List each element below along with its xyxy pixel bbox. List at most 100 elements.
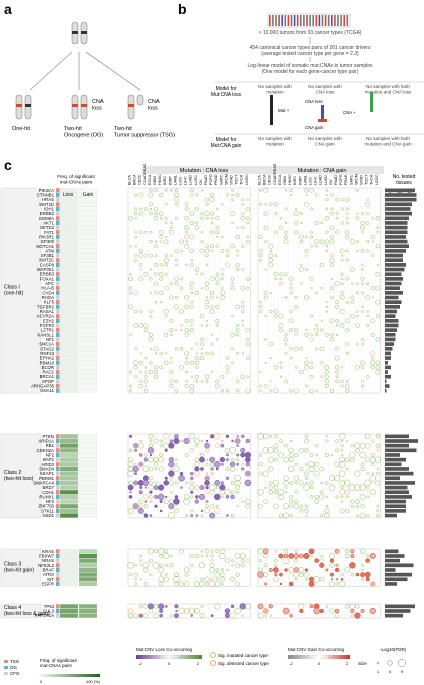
gain-freq-cell (78, 290, 98, 296)
gain-dot (269, 380, 272, 383)
gain-dot (258, 462, 263, 467)
cancer-type-label: KIRC (163, 176, 167, 185)
loss-dot (230, 458, 235, 462)
loss-dot (240, 452, 246, 458)
gain-dot (278, 513, 283, 518)
gain-dot (290, 282, 293, 285)
loss-dot (236, 226, 239, 229)
gain-dot (371, 356, 375, 360)
tissue-count-bar (385, 258, 403, 263)
cancer-type-label: SKCM (354, 174, 358, 185)
cancer-type-label: HNSC (158, 174, 162, 185)
loss-dot (210, 305, 214, 309)
loss-dot (220, 582, 224, 586)
tissue-count-bar (385, 249, 406, 253)
gain-dot (304, 295, 309, 300)
loss-dot (154, 188, 158, 193)
loss-dot (173, 498, 180, 505)
loss-freq-cell (59, 567, 79, 573)
gain-dot (364, 571, 371, 578)
gain-dot (350, 295, 355, 300)
gain-dot (335, 448, 339, 453)
loss-dot (200, 550, 204, 553)
gain-dot (325, 504, 329, 508)
gain-dot (294, 452, 299, 458)
gain-dot (259, 258, 263, 262)
loss-dot (139, 370, 143, 374)
loss-freq-cell (59, 253, 79, 258)
gain-dot (310, 287, 313, 290)
loss-freq-cell (59, 452, 79, 458)
tissue-count-bar (385, 346, 393, 351)
gain-dot (335, 333, 339, 336)
gain-freq-cell (78, 572, 98, 577)
loss-dot (211, 371, 214, 374)
loss-dot (159, 263, 163, 267)
gain-freq-cell (78, 457, 98, 462)
cancer-type-label: LIHC (184, 176, 188, 185)
gain-dot (366, 310, 370, 313)
loss-dot (199, 355, 205, 361)
gain-dot (354, 484, 361, 491)
gain-dot (330, 211, 334, 216)
gain-dot (299, 504, 304, 508)
sig-mut-marker (209, 651, 217, 659)
gene-label: SMAD4 (39, 466, 54, 471)
loss-dot (138, 323, 144, 328)
loss-dot (209, 503, 215, 509)
gain-dot (369, 475, 376, 482)
gain-dot (325, 198, 329, 202)
gene-type-mark (56, 239, 60, 244)
loss-dot (215, 568, 219, 572)
gene-type-mark (56, 374, 60, 379)
gain-dot (289, 291, 293, 295)
legend-gain-coef: Coefficient (310, 655, 329, 659)
gain-dot (329, 572, 334, 577)
loss-dot (189, 554, 194, 558)
tissue-count-bar (385, 221, 408, 225)
loss-dot (169, 384, 174, 389)
gain-dot (375, 434, 380, 439)
gene-type-mark (56, 355, 60, 361)
cancer-type-label: CESC (138, 174, 142, 185)
loss-dot (193, 608, 200, 614)
loss-dot (220, 568, 225, 572)
loss-dot (129, 272, 132, 276)
loss-dot (200, 240, 204, 244)
loss-dot (210, 216, 214, 220)
loss-dot (154, 494, 159, 499)
tumor-sample-mark (306, 15, 308, 26)
loss-dot (199, 314, 205, 319)
loss-dot (163, 285, 169, 291)
loss-dot (163, 257, 169, 263)
loss-dot (239, 552, 246, 560)
loss-dot (214, 383, 220, 389)
loss-dot (214, 507, 221, 515)
gain-dot (345, 553, 350, 559)
gain-dot (273, 490, 278, 495)
gain-dot (277, 488, 285, 496)
gain-dot (340, 384, 344, 388)
loss-dot (164, 254, 168, 258)
gain-dot (335, 217, 339, 220)
gain-dot (273, 388, 279, 394)
tumor-sample-mark (343, 15, 345, 26)
gene-label: RNF43 (40, 351, 54, 356)
loss-freq-cell (59, 490, 79, 495)
gain-dot (350, 444, 354, 448)
loss-dot (138, 211, 143, 216)
tissue-count-bar (385, 193, 417, 197)
loss-dot (189, 388, 194, 393)
gain-dot (269, 291, 272, 294)
gain-dot (351, 282, 354, 285)
gain-dot (263, 211, 268, 216)
gain-freq-cell (78, 276, 98, 282)
gain-dot (304, 438, 309, 444)
loss-dot (236, 249, 239, 253)
loss-dot (219, 576, 225, 582)
tumor-sample-mark (318, 15, 321, 26)
gain-dot (371, 216, 375, 221)
loss-dot (189, 448, 194, 453)
gain-dot (355, 365, 360, 370)
loss-freq-cell (59, 239, 79, 244)
